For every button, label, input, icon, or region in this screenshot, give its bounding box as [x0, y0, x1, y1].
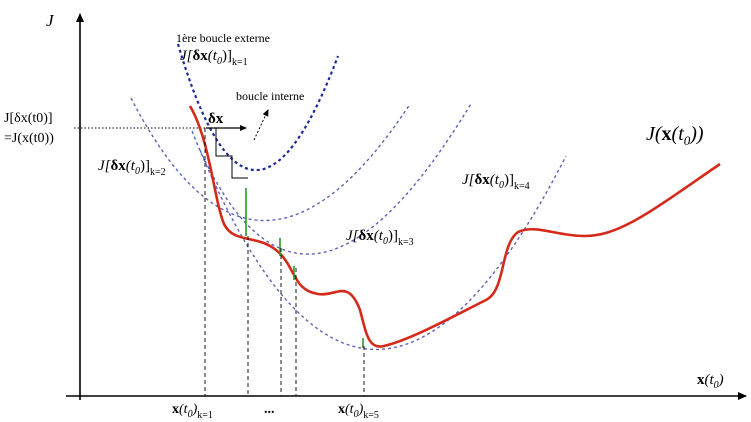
svg-text:x(t0)k=5: x(t0)k=5	[338, 402, 379, 421]
svg-text:J(x(t0)): J(x(t0))	[646, 123, 704, 148]
true-cost-label: J(x(t0))	[646, 123, 704, 148]
inner-loop-arrow	[253, 109, 269, 141]
x-tick-label-k5: x(t0)k=5	[338, 402, 379, 421]
curve-label-k2: J[δx(t0)]k=2	[98, 158, 166, 178]
x-axis-label: x(t0)	[697, 372, 724, 391]
true-cost-curve	[188, 105, 721, 348]
model-curve-k2	[130, 97, 411, 222]
svg-text:J[δx(t0)]k=2: J[δx(t0)]k=2	[98, 158, 166, 178]
inner-loop-label: boucle interne	[236, 89, 304, 103]
curve-label-k4: J[δx(t0)]k=4	[462, 172, 530, 192]
svg-text:J[δx(t0)]: J[δx(t0)]	[4, 111, 53, 126]
svg-text:J[δx(t0)]k=1: J[δx(t0)]k=1	[180, 48, 248, 68]
curve-label-k1: J[δx(t0)]k=1	[180, 48, 248, 68]
x-tick-label-k1: x(t0)k=1	[172, 402, 213, 421]
projection-lines	[204, 128, 365, 396]
model-curve-k4	[191, 130, 567, 351]
x-tick-dots: ...	[264, 402, 275, 417]
svg-text:J[δx(t0)]k=4: J[δx(t0)]k=4	[462, 172, 530, 192]
outer-loop-label: 1ère boucle externe	[176, 31, 270, 45]
y-axis-label: J	[46, 11, 55, 30]
svg-text:=J(x(t0)): =J(x(t0))	[4, 131, 54, 146]
step-segments	[245, 188, 364, 348]
svg-text:x(t0)k=1: x(t0)k=1	[172, 402, 213, 421]
step-label: δx	[208, 111, 224, 127]
svg-text:J[δx(t0)]k=3: J[δx(t0)]k=3	[346, 228, 414, 248]
svg-text:x(t0): x(t0)	[697, 372, 724, 391]
start-value-label: J[δx(t0)] =J(x(t0))	[4, 111, 54, 146]
curve-label-k3: J[δx(t0)]k=3	[346, 228, 414, 248]
model-curve-k3	[199, 101, 473, 255]
